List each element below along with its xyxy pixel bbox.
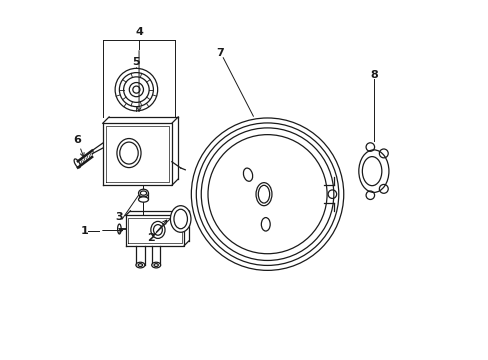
Text: 7: 7 xyxy=(216,49,224,58)
Text: 2: 2 xyxy=(146,234,154,243)
Ellipse shape xyxy=(136,262,144,268)
Circle shape xyxy=(207,135,326,254)
Ellipse shape xyxy=(138,189,148,197)
Ellipse shape xyxy=(151,262,160,268)
Ellipse shape xyxy=(170,206,191,232)
Ellipse shape xyxy=(358,150,388,192)
Text: 6: 6 xyxy=(73,135,81,145)
Text: 3: 3 xyxy=(115,212,122,222)
Text: 1: 1 xyxy=(80,226,88,237)
Circle shape xyxy=(191,118,343,270)
Circle shape xyxy=(114,68,158,112)
Text: 8: 8 xyxy=(369,70,377,80)
Text: 5: 5 xyxy=(132,57,140,67)
Text: 4: 4 xyxy=(135,27,142,37)
Ellipse shape xyxy=(138,197,148,202)
